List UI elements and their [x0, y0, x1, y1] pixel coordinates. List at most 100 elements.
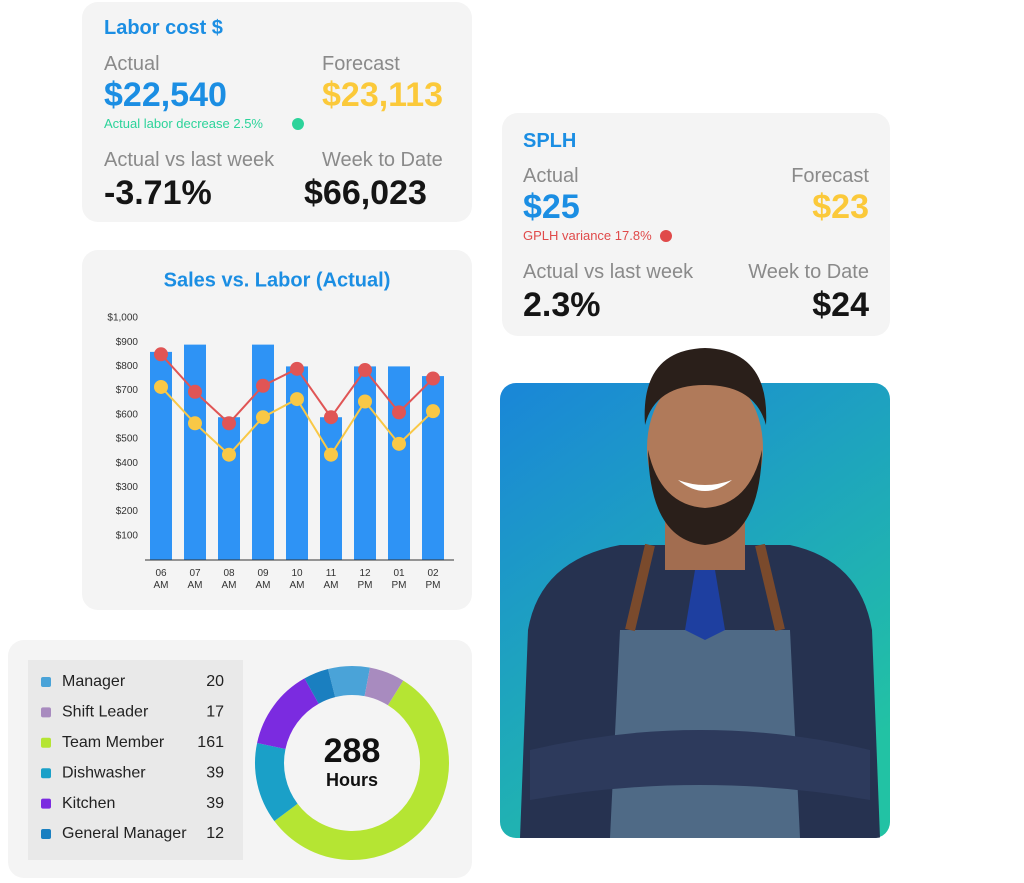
y-tick-label: $300 [116, 482, 139, 493]
legend-box [28, 660, 243, 860]
y-tick-label: $500 [116, 434, 139, 445]
bar [320, 417, 342, 560]
chart-title: Sales vs. Labor (Actual) [164, 269, 391, 291]
bar [286, 366, 308, 560]
donut-card: 288 Hours Manager 20 Shift Leader 17 Team Me… [8, 640, 472, 878]
point [222, 416, 236, 431]
legend-swatch [41, 707, 51, 718]
legend-label: Kitchen [62, 795, 115, 812]
chart: 288 Hours Manager 20 Shift Leader 17 Team Me… [28, 660, 449, 860]
apron-straps [625, 543, 785, 632]
point [290, 392, 304, 407]
donut-segment [304, 669, 336, 704]
legend-label: General Manager [62, 825, 187, 842]
chart: Sales vs. Labor (Actual) $100 $200 $300 $40… [107, 269, 454, 561]
legend-value: 39 [206, 764, 224, 781]
bar [354, 366, 376, 560]
legend-value: 17 [206, 704, 224, 721]
x-tick-label: 07 AM [187, 568, 203, 591]
point [188, 416, 202, 431]
point [290, 361, 304, 376]
point [222, 447, 236, 462]
legend-label: Shift Leader [62, 704, 149, 721]
y-tick-label: $900 [116, 337, 139, 348]
point [358, 363, 372, 378]
value: 2.3% [523, 286, 601, 324]
point [188, 384, 202, 399]
legend-value: 20 [206, 673, 224, 690]
point [154, 347, 168, 362]
value: $22,540 [104, 76, 227, 114]
note-icon [292, 118, 304, 130]
legend-value: 39 [206, 795, 224, 812]
donut-segment [364, 667, 404, 706]
center-label: Hours [326, 770, 378, 790]
splh-card [502, 113, 890, 336]
donut-segment [257, 678, 320, 750]
value: -3.71% [104, 174, 212, 212]
note-icon [660, 230, 672, 242]
person [520, 348, 880, 838]
x-tick-label: 09 AM [255, 568, 271, 591]
value: $23,113 [322, 76, 444, 114]
point [256, 378, 270, 393]
label: Forecast [791, 165, 869, 187]
hair [644, 348, 767, 425]
label: Forecast [322, 53, 400, 75]
labor-card [82, 2, 472, 222]
x-tick-label: 08 AM [221, 568, 237, 591]
donut-segment [274, 680, 449, 860]
x-tick-label: 10 AM [289, 568, 305, 591]
x-tick-label: 01 PM [391, 568, 407, 591]
point [256, 410, 270, 425]
value: $24 [812, 286, 869, 324]
point [324, 447, 338, 462]
x-tick-label: 11 AM [323, 568, 339, 591]
y-tick-label: $1,000 [107, 313, 138, 324]
legend-swatch [41, 798, 51, 809]
label: Actual [104, 53, 160, 75]
legend-swatch [41, 737, 51, 748]
face [647, 370, 763, 526]
legend-swatch [41, 768, 51, 779]
center-value: 288 [324, 732, 381, 770]
donut-segment [328, 666, 370, 698]
legend-swatch [41, 677, 51, 687]
label: Actual vs last week [104, 149, 275, 171]
donut-segment [255, 742, 298, 822]
label: Week to Date [748, 261, 869, 283]
x-tick-label: 12 PM [357, 568, 373, 591]
card-title: Labor cost $ [104, 17, 223, 39]
value: $66,023 [304, 174, 427, 212]
point [324, 410, 338, 425]
legend-value: 161 [197, 734, 224, 751]
tie [685, 570, 725, 640]
label: Week to Date [322, 149, 443, 171]
note: GPLH variance 17.8% [523, 228, 652, 243]
point [426, 404, 440, 419]
y-tick-label: $800 [116, 361, 139, 372]
chart-card: Sales vs. Labor (Actual) $100 $200 $300 $40… [82, 250, 472, 610]
y-tick-label: $700 [116, 385, 139, 396]
beard [648, 450, 762, 545]
value: $23 [812, 188, 869, 226]
y-tick-label: $100 [116, 530, 139, 541]
legend-label: Dishwasher [62, 764, 146, 781]
y-tick-label: $600 [116, 409, 139, 420]
point [154, 379, 168, 394]
photo [500, 348, 890, 838]
value: $25 [523, 188, 580, 226]
card-title: SPLH [523, 130, 577, 152]
bar [150, 351, 172, 560]
bar [184, 344, 206, 560]
legend-value: 12 [206, 825, 224, 842]
bar [218, 417, 240, 560]
note: Actual labor decrease 2.5% [104, 116, 263, 131]
label: Actual [523, 165, 579, 187]
bar [252, 344, 274, 560]
arms [530, 730, 870, 800]
point [426, 371, 440, 386]
point [358, 394, 372, 409]
legend-label: Manager [62, 673, 126, 690]
